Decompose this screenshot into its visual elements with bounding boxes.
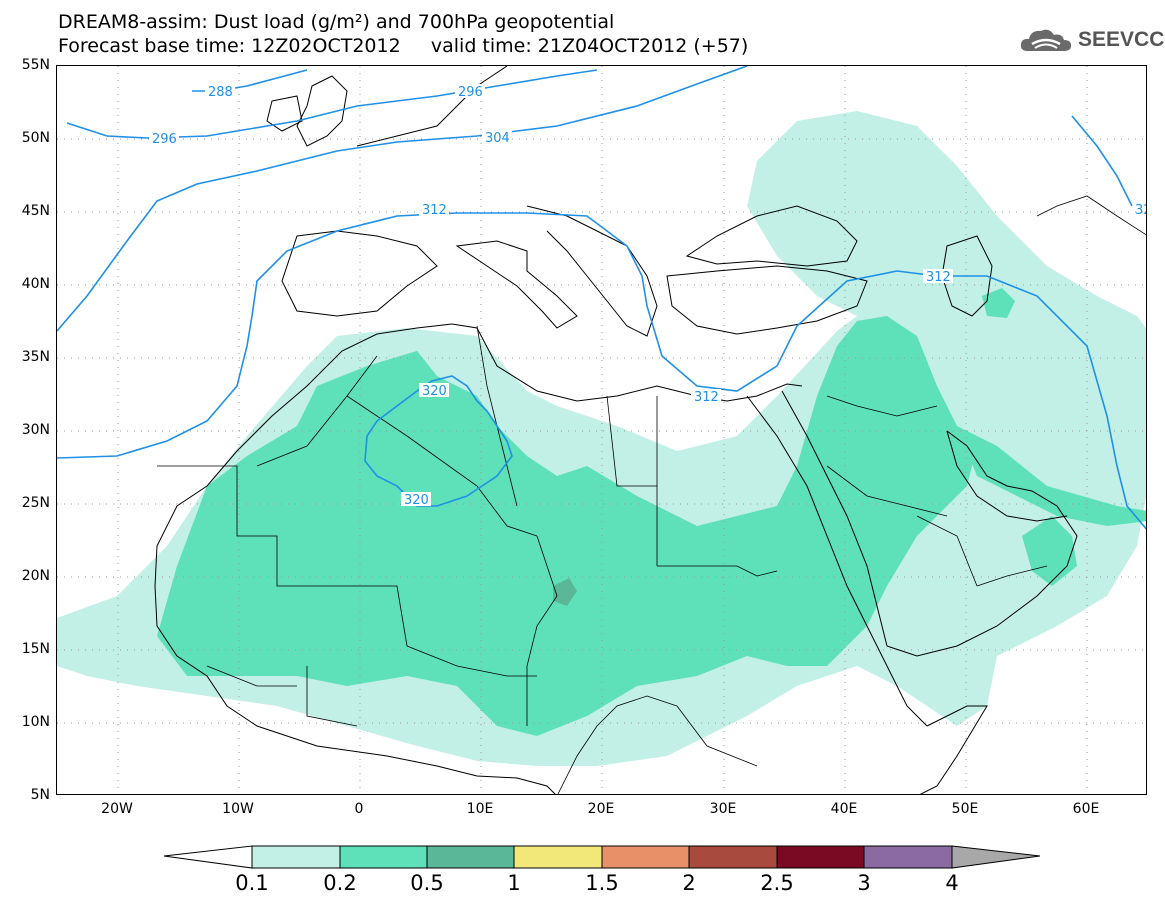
geopotential-contours [57,66,1146,530]
coast-gulf-persian [946,430,1068,522]
coast-red-sea-east [781,390,888,647]
lon-label-10w: 10W [222,801,254,817]
dust-map: 288 296 296 304 312 312 312 320 320 32 [57,66,1147,794]
forecast-time-subtitle: Forecast base time: 12Z02OCT2012 valid t… [58,35,749,57]
contour-312 [57,212,1146,530]
colorbar-label-0-2: 0.2 [323,871,357,895]
map-area: 288 296 296 304 312 312 312 320 320 32 [56,65,1147,795]
contour-label-320-north: 320 [422,384,447,399]
lat-label-15n: 15N [21,641,50,657]
logo-text: SEEVCCC [1078,28,1165,51]
lat-label-30n: 30N [21,422,50,438]
contour-labels: 288 296 296 304 312 312 312 320 320 32 [149,84,1147,508]
contour-320 [364,375,513,507]
colorbar-label-4: 4 [945,871,959,895]
coast-africa-west [154,323,556,794]
contour-304 [57,66,748,332]
contour-label-312-south: 312 [694,390,719,405]
lat-label-10n: 10N [21,714,50,730]
lon-label-30e: 30E [709,801,737,817]
lon-label-60e: 60E [1072,801,1100,817]
map-title: DREAM8-assim: Dust load (g/m²) and 700hP… [58,11,615,33]
lat-label-45n: 45N [21,203,50,219]
coast-italy [455,240,578,329]
lon-label-40e: 40E [830,801,858,817]
colorbar-over-arrow [951,845,1041,869]
coast-mediterranean-south [451,323,803,402]
coast-ireland [266,95,303,132]
colorbar-bin-1 [513,845,603,869]
dust-patch-gulf [957,426,1146,526]
borders [157,195,1146,794]
lat-label-40n: 40N [21,276,50,292]
lat-label-5n: 5N [30,787,50,803]
contour-label-312-west: 312 [422,203,447,218]
graticule [57,66,1146,794]
colorbar-under-arrow [163,845,253,869]
coast-horn-africa [919,705,988,794]
contour-label-288: 288 [208,85,233,100]
colorbar-label-0-5: 0.5 [410,871,444,895]
lat-label-25n: 25N [21,495,50,511]
colorbar-label-2-5: 2.5 [760,871,794,895]
lat-label-55n: 55N [21,57,50,73]
colorbar-label-1: 1 [507,871,521,895]
colorbar-label-2: 2 [682,871,696,895]
lon-label-20e: 20E [587,801,615,817]
contour-296-north [66,69,598,139]
coast-britain [296,75,348,147]
contour-label-296-north: 296 [458,85,483,100]
contour-label-296: 296 [152,132,177,147]
colorbar-bin-1-5 [601,845,690,869]
lat-label-35n: 35N [21,349,50,365]
coast-black-sea [685,205,858,267]
coast-arabia [886,430,1078,657]
lon-label-50e: 50E [951,801,979,817]
coast-iberia [281,230,438,317]
colorbar-bin-0-5 [426,845,515,869]
contour-label-312-east: 312 [926,270,951,285]
colorbar-label-1-5: 1.5 [585,871,619,895]
colorbar-bin-0-2 [339,845,428,869]
colorbar-bin-2-5 [776,845,865,869]
contour-label-edge: 32 [1135,203,1147,218]
dust-area-0-5 [553,578,577,606]
coast-turkey [666,265,868,335]
colorbar-bin-3 [863,845,953,869]
lon-label-20w: 20W [101,801,133,817]
lat-label-20n: 20N [21,568,50,584]
lat-label-50n: 50N [21,130,50,146]
dust-patch-caspian [982,288,1015,318]
colorbar-bin-0-1 [251,845,341,869]
colorbar-label-0-1: 0.1 [235,871,269,895]
color-bar [163,845,1041,869]
contour-label-320-south: 320 [404,493,429,508]
colorbar-label-3: 3 [857,871,871,895]
contour-label-304: 304 [485,131,510,146]
coast-europe-north [356,66,508,147]
coast-red-sea-west [746,395,928,727]
lon-label-10e: 10E [466,801,494,817]
dust-area-0-2 [157,316,977,736]
contour-312-east [1071,115,1133,207]
lon-label-0: 0 [354,801,364,817]
cloud-icon [1020,29,1072,51]
coastlines [154,66,1078,794]
colorbar-bin-2 [688,845,778,869]
seevccc-logo: SEEVCCC [1018,24,1165,56]
